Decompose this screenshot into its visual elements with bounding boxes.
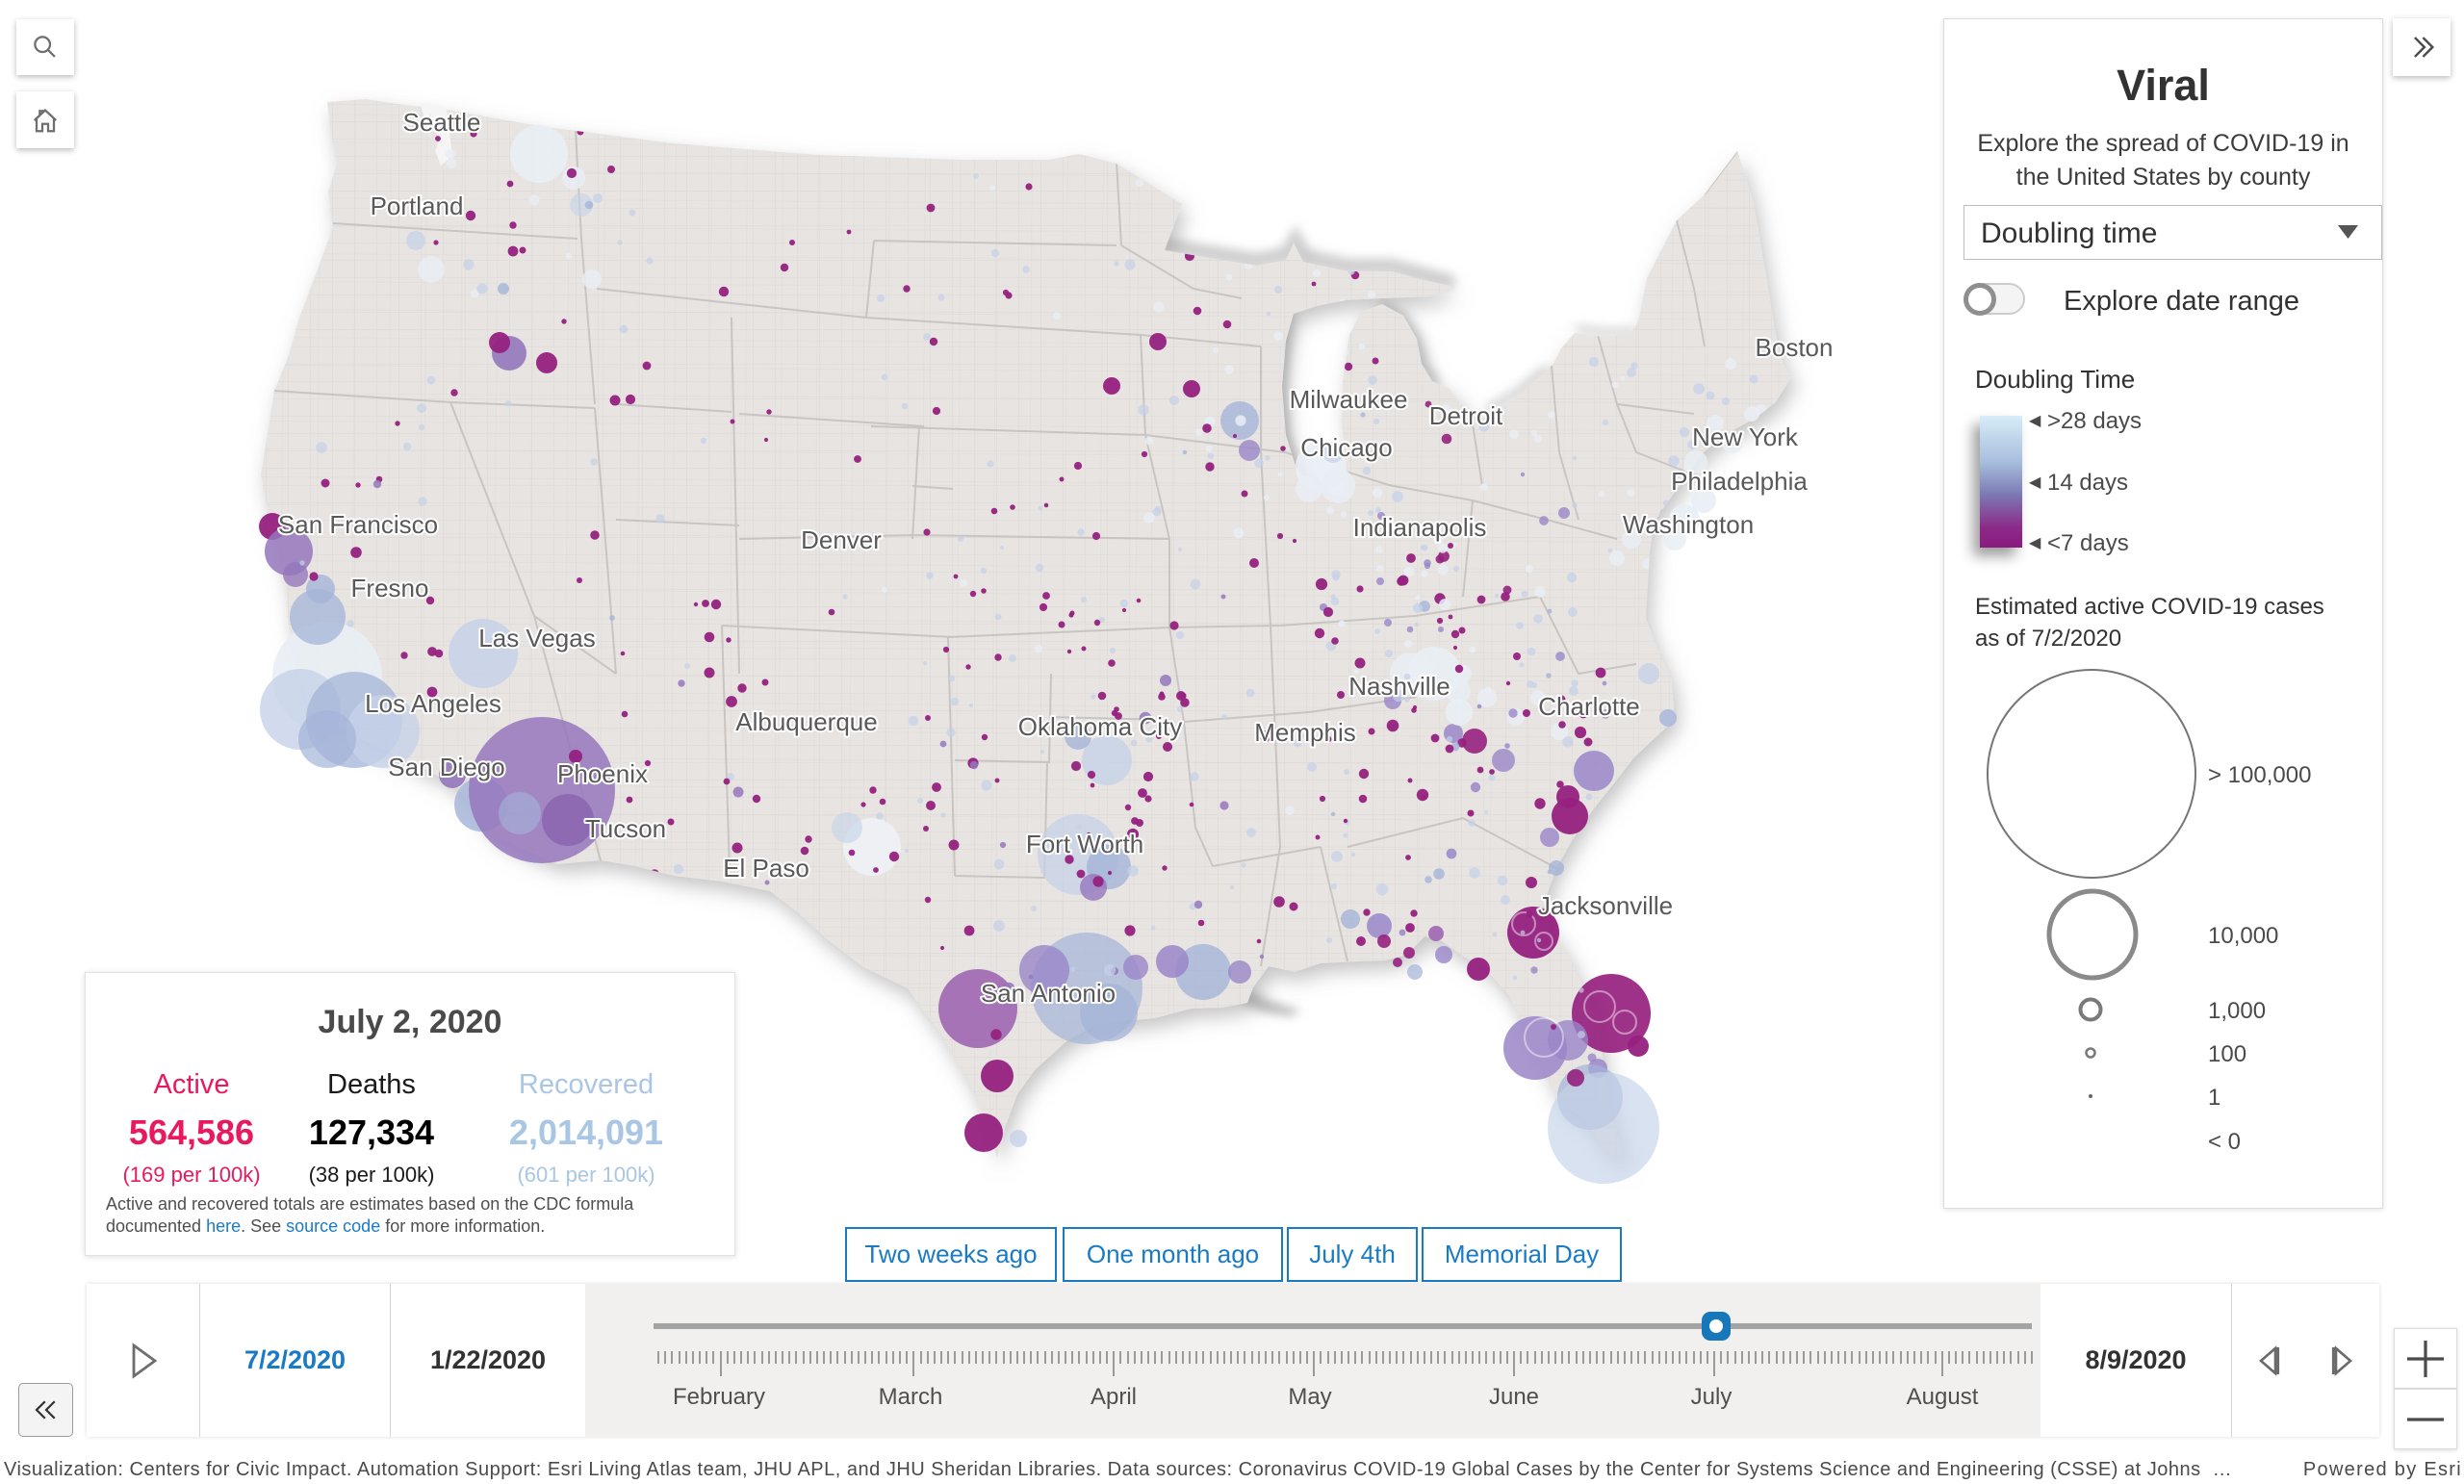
svg-text:10,000: 10,000 — [2208, 923, 2278, 949]
svg-text:Nashville: Nashville — [1348, 672, 1450, 701]
svg-text:1,000: 1,000 — [2208, 998, 2266, 1024]
svg-text:Charlotte: Charlotte — [1538, 692, 1640, 721]
svg-text:< 0: < 0 — [2208, 1129, 2241, 1155]
svg-text:Los Angeles: Los Angeles — [365, 689, 501, 718]
svg-text:San Diego: San Diego — [388, 753, 504, 781]
svg-text:San Francisco: San Francisco — [278, 510, 438, 539]
svg-text:Jacksonville: Jacksonville — [1538, 891, 1673, 920]
svg-text:Portland: Portland — [371, 192, 464, 220]
svg-text:Philadelphia: Philadelphia — [1671, 467, 1808, 496]
svg-text:Milwaukee: Milwaukee — [1290, 385, 1408, 414]
svg-text:San Antonio: San Antonio — [981, 979, 1116, 1008]
svg-text:Chicago: Chicago — [1300, 433, 1392, 462]
svg-text:Seattle: Seattle — [403, 108, 481, 137]
svg-text:Detroit: Detroit — [1429, 401, 1503, 430]
svg-text:El Paso: El Paso — [723, 854, 809, 883]
svg-text:Indianapolis: Indianapolis — [1353, 513, 1487, 542]
svg-text:Las Vegas: Las Vegas — [478, 624, 595, 652]
svg-text:Denver: Denver — [801, 525, 882, 554]
svg-text:Boston: Boston — [1756, 333, 1834, 362]
svg-text:Albuquerque: Albuquerque — [735, 707, 877, 736]
svg-text:100: 100 — [2208, 1041, 2246, 1067]
svg-text:Fort Worth: Fort Worth — [1026, 830, 1143, 858]
svg-text:1: 1 — [2208, 1085, 2220, 1111]
svg-text:Washington: Washington — [1623, 510, 1754, 539]
svg-text:New York: New York — [1692, 422, 1799, 451]
svg-text:Fresno: Fresno — [351, 574, 429, 602]
svg-text:Tucson: Tucson — [585, 814, 666, 843]
svg-text:Phoenix: Phoenix — [557, 759, 648, 788]
svg-text:> 100,000: > 100,000 — [2208, 762, 2311, 788]
svg-text:Memphis: Memphis — [1254, 718, 1355, 747]
svg-text:Oklahoma City: Oklahoma City — [1018, 712, 1183, 741]
